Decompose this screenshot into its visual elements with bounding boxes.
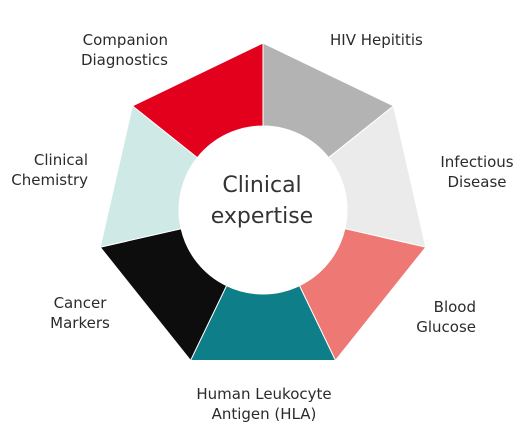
label-companion-line2: Diagnostics bbox=[80, 51, 168, 69]
center-title: Clinical expertise bbox=[180, 170, 344, 232]
label-blood-line1: Blood bbox=[433, 298, 476, 316]
label-hla-line2: Antigen (HLA) bbox=[211, 405, 317, 423]
label-companion: Companion Diagnostics bbox=[62, 30, 168, 70]
label-blood-line2: Glucose bbox=[416, 318, 476, 336]
label-cancer-line1: Cancer bbox=[53, 294, 107, 312]
label-chemistry-line1: Clinical bbox=[33, 151, 88, 169]
center-hole bbox=[181, 128, 345, 292]
label-companion-line1: Companion bbox=[82, 31, 168, 49]
label-cancer-line2: Markers bbox=[50, 314, 110, 332]
label-chemistry: Clinical Chemistry bbox=[0, 150, 88, 190]
label-infectious-line2: Disease bbox=[447, 173, 507, 191]
label-chemistry-line2: Chemistry bbox=[11, 171, 88, 189]
label-blood: Blood Glucose bbox=[396, 297, 476, 337]
label-hiv: HIV Hepititis bbox=[330, 30, 423, 50]
label-hiv-line1: HIV Hepititis bbox=[330, 31, 423, 49]
label-cancer: Cancer Markers bbox=[40, 293, 120, 333]
label-hla-line1: Human Leukocyte bbox=[196, 385, 332, 403]
label-hla: Human Leukocyte Antigen (HLA) bbox=[182, 384, 346, 424]
label-infectious: Infectious Disease bbox=[436, 152, 518, 192]
center-title-line1: Clinical bbox=[222, 173, 302, 198]
center-title-line2: expertise bbox=[210, 204, 314, 229]
segment-companion bbox=[131, 42, 264, 159]
label-infectious-line1: Infectious bbox=[440, 153, 514, 171]
